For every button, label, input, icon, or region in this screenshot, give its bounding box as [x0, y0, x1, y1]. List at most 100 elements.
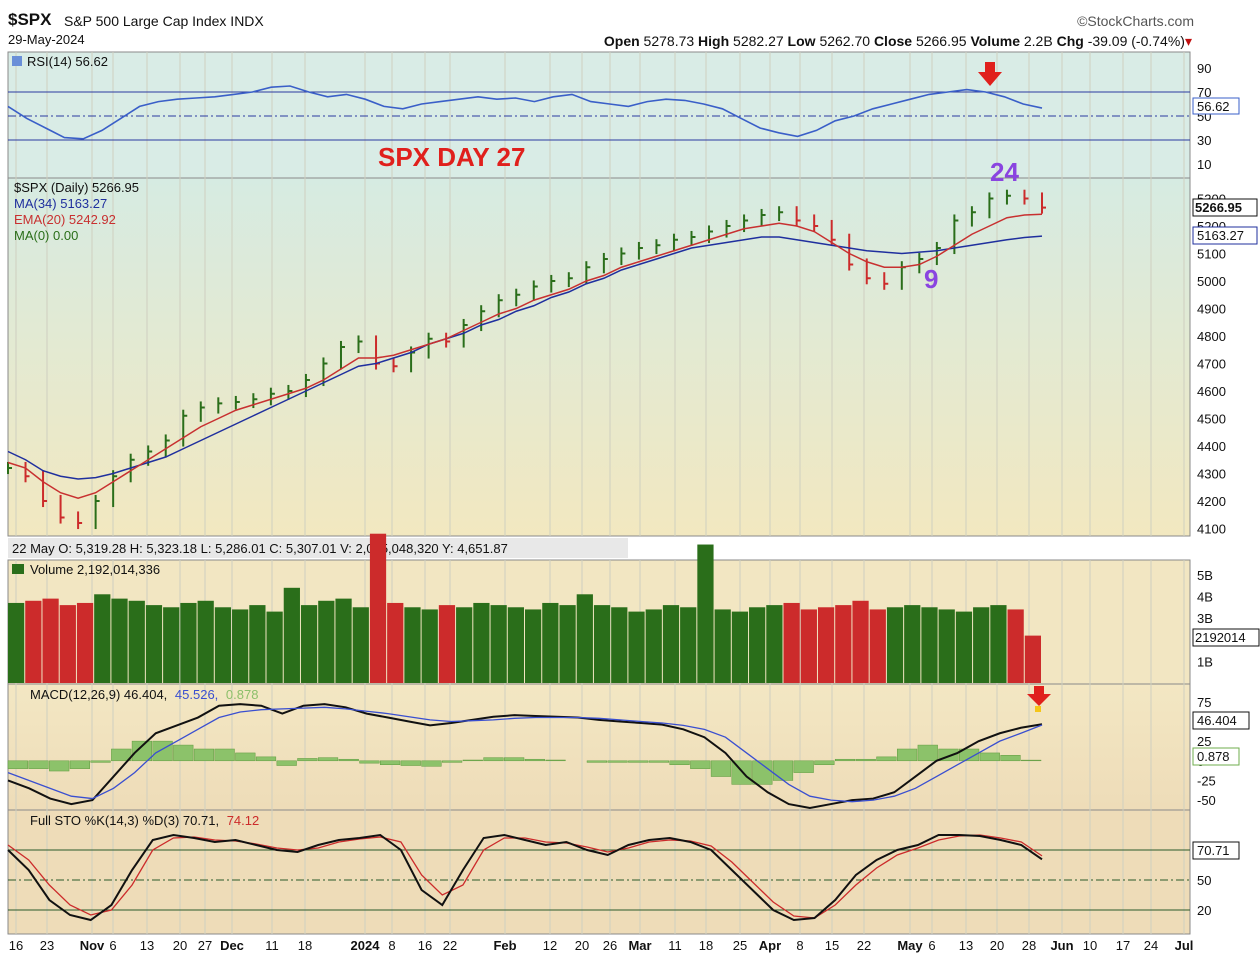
x-label-25: 22 [857, 938, 871, 953]
sto-badge: 70.71 [1192, 841, 1240, 860]
volume-bar-27 [473, 602, 490, 683]
macd-layer [7, 703, 1043, 810]
low-value: 5262.70 [819, 33, 871, 49]
volume-badge-text: 2192014 [1195, 630, 1246, 645]
macd-hist-bar-46 [959, 748, 980, 762]
x-axis: 16 23 Nov 6 13 20 27 Dec 11 18 2024 8 16 22 Feb 12 20 26 M… [9, 938, 1194, 953]
macd-hist-bar-9 [193, 748, 215, 762]
peak-label-24: 24 [990, 157, 1019, 187]
volume-bar-21 [369, 533, 387, 683]
x-label-35: Jul [1175, 938, 1194, 953]
volume-bar-32 [559, 605, 576, 683]
macd-hist-bar-15 [317, 757, 339, 762]
x-label-26: May [897, 938, 923, 953]
price-tick-9: 4400 [1197, 439, 1226, 454]
sto-tick-2: 20 [1197, 903, 1211, 918]
macd-hist-bar-22 [462, 759, 483, 762]
volume-legend-swatch [12, 564, 24, 574]
x-label-9: 18 [298, 938, 312, 953]
x-label-6: 27 [198, 938, 212, 953]
price-tick-8: 4500 [1197, 412, 1226, 427]
x-label-22: Apr [759, 938, 781, 953]
macd-hist-bar-24 [504, 757, 525, 762]
volume-bar-39 [680, 607, 697, 683]
x-label-34: 24 [1144, 938, 1158, 953]
price-legend: $SPX (Daily) 5266.95 MA(34) 5163.27 EMA(… [14, 180, 139, 243]
macd-hist-bar-32 [669, 760, 690, 765]
x-label-20: 18 [699, 938, 713, 953]
volume-bar-37 [645, 609, 662, 683]
x-label-27: 6 [928, 938, 935, 953]
ma34-badge-text: 5163.27 [1197, 228, 1244, 243]
x-label-28: 13 [959, 938, 973, 953]
trough-label-9: 9 [924, 264, 938, 294]
volume-bar-56 [973, 607, 990, 683]
x-label-29: 20 [990, 938, 1004, 953]
macd-hist-bar-37 [772, 760, 794, 781]
spx-day-title: SPX DAY 27 [378, 142, 525, 172]
x-label-8: 11 [265, 938, 279, 953]
macd-hist-bar-10 [214, 748, 235, 762]
macd-hist-bar-34 [710, 760, 732, 777]
x-label-4: 13 [140, 938, 154, 953]
volume-bar-19 [335, 598, 352, 683]
price-tick-3: 5000 [1197, 274, 1226, 289]
close-badge: 5266.95 [1192, 198, 1258, 217]
macd-hist-bar-25 [524, 758, 545, 762]
x-label-30: 28 [1022, 938, 1036, 953]
macd-hist-bar-38 [793, 760, 814, 773]
volume-bar-15 [266, 611, 283, 683]
volume-bar-43 [749, 607, 766, 683]
rsi-tick-1: 70 [1197, 85, 1211, 100]
price-tick-6: 4700 [1197, 357, 1226, 372]
volume-bar-33 [576, 594, 593, 683]
volume-bar-9 [163, 607, 180, 683]
volume-tick-3: 1B [1197, 654, 1213, 669]
macd-hist-bar-26 [545, 759, 566, 762]
macd-hist-bar-16 [338, 758, 359, 762]
sto-badge-text: 70.71 [1197, 843, 1230, 858]
macd-hist-bar-44 [917, 744, 938, 762]
volume-bar-6 [111, 598, 128, 683]
macd-hist-badge-text: 0.878 [1197, 749, 1230, 764]
rsi-legend: RSI(14) 56.62 [12, 54, 108, 69]
macd-hist-bar-12 [255, 756, 277, 762]
volume-bar-4 [76, 602, 94, 683]
macd-hist-bar-28 [586, 760, 607, 763]
macd-legend: MACD(12,26,9) 46.404, 45.526, 0.878 [30, 687, 258, 702]
price-tick-5: 4800 [1197, 329, 1226, 344]
volume-bar-29 [507, 607, 524, 683]
sto-layer [7, 833, 1190, 922]
macd-hist-bar-30 [628, 760, 649, 763]
macd-hist-bar-20 [421, 760, 442, 767]
x-label-24: 15 [825, 938, 839, 953]
macd-hist-bar-45 [938, 748, 959, 762]
volume-bar-55 [955, 611, 973, 683]
hover-bar [8, 538, 628, 558]
volume-bar-52 [904, 605, 921, 683]
close-value: 5266.95 [915, 33, 967, 49]
x-label-33: 17 [1116, 938, 1130, 953]
price-tick-4: 4900 [1197, 302, 1226, 317]
close-badge-text: 5266.95 [1195, 200, 1242, 215]
volume-bar-13 [232, 609, 249, 683]
volume-bar-0 [8, 602, 25, 683]
macd-hist-badge: 0.878 [1192, 747, 1240, 766]
macd-hist-bar-42 [876, 756, 897, 762]
high-label: High [698, 33, 730, 49]
volume-bar-28 [490, 605, 507, 683]
volume-bar-53 [921, 607, 938, 683]
volume-bar-11 [197, 600, 214, 683]
chart-date: 29-May-2024 [8, 32, 85, 47]
low-label: Low [787, 33, 816, 49]
volume-tick-0: 5B [1197, 568, 1213, 583]
macd-hist-bar-6 [131, 740, 153, 762]
price-legend-ma34: MA(34) 5163.27 [14, 196, 107, 211]
x-label-19: 11 [668, 938, 682, 953]
volume-bar-44 [766, 605, 783, 683]
macd-hist-bar-31 [648, 760, 670, 763]
volume-bar-49 [852, 600, 869, 683]
open-label: Open [603, 33, 640, 49]
macd-hist-bar-18 [379, 760, 401, 765]
macd-hist-bar-41 [855, 758, 876, 762]
